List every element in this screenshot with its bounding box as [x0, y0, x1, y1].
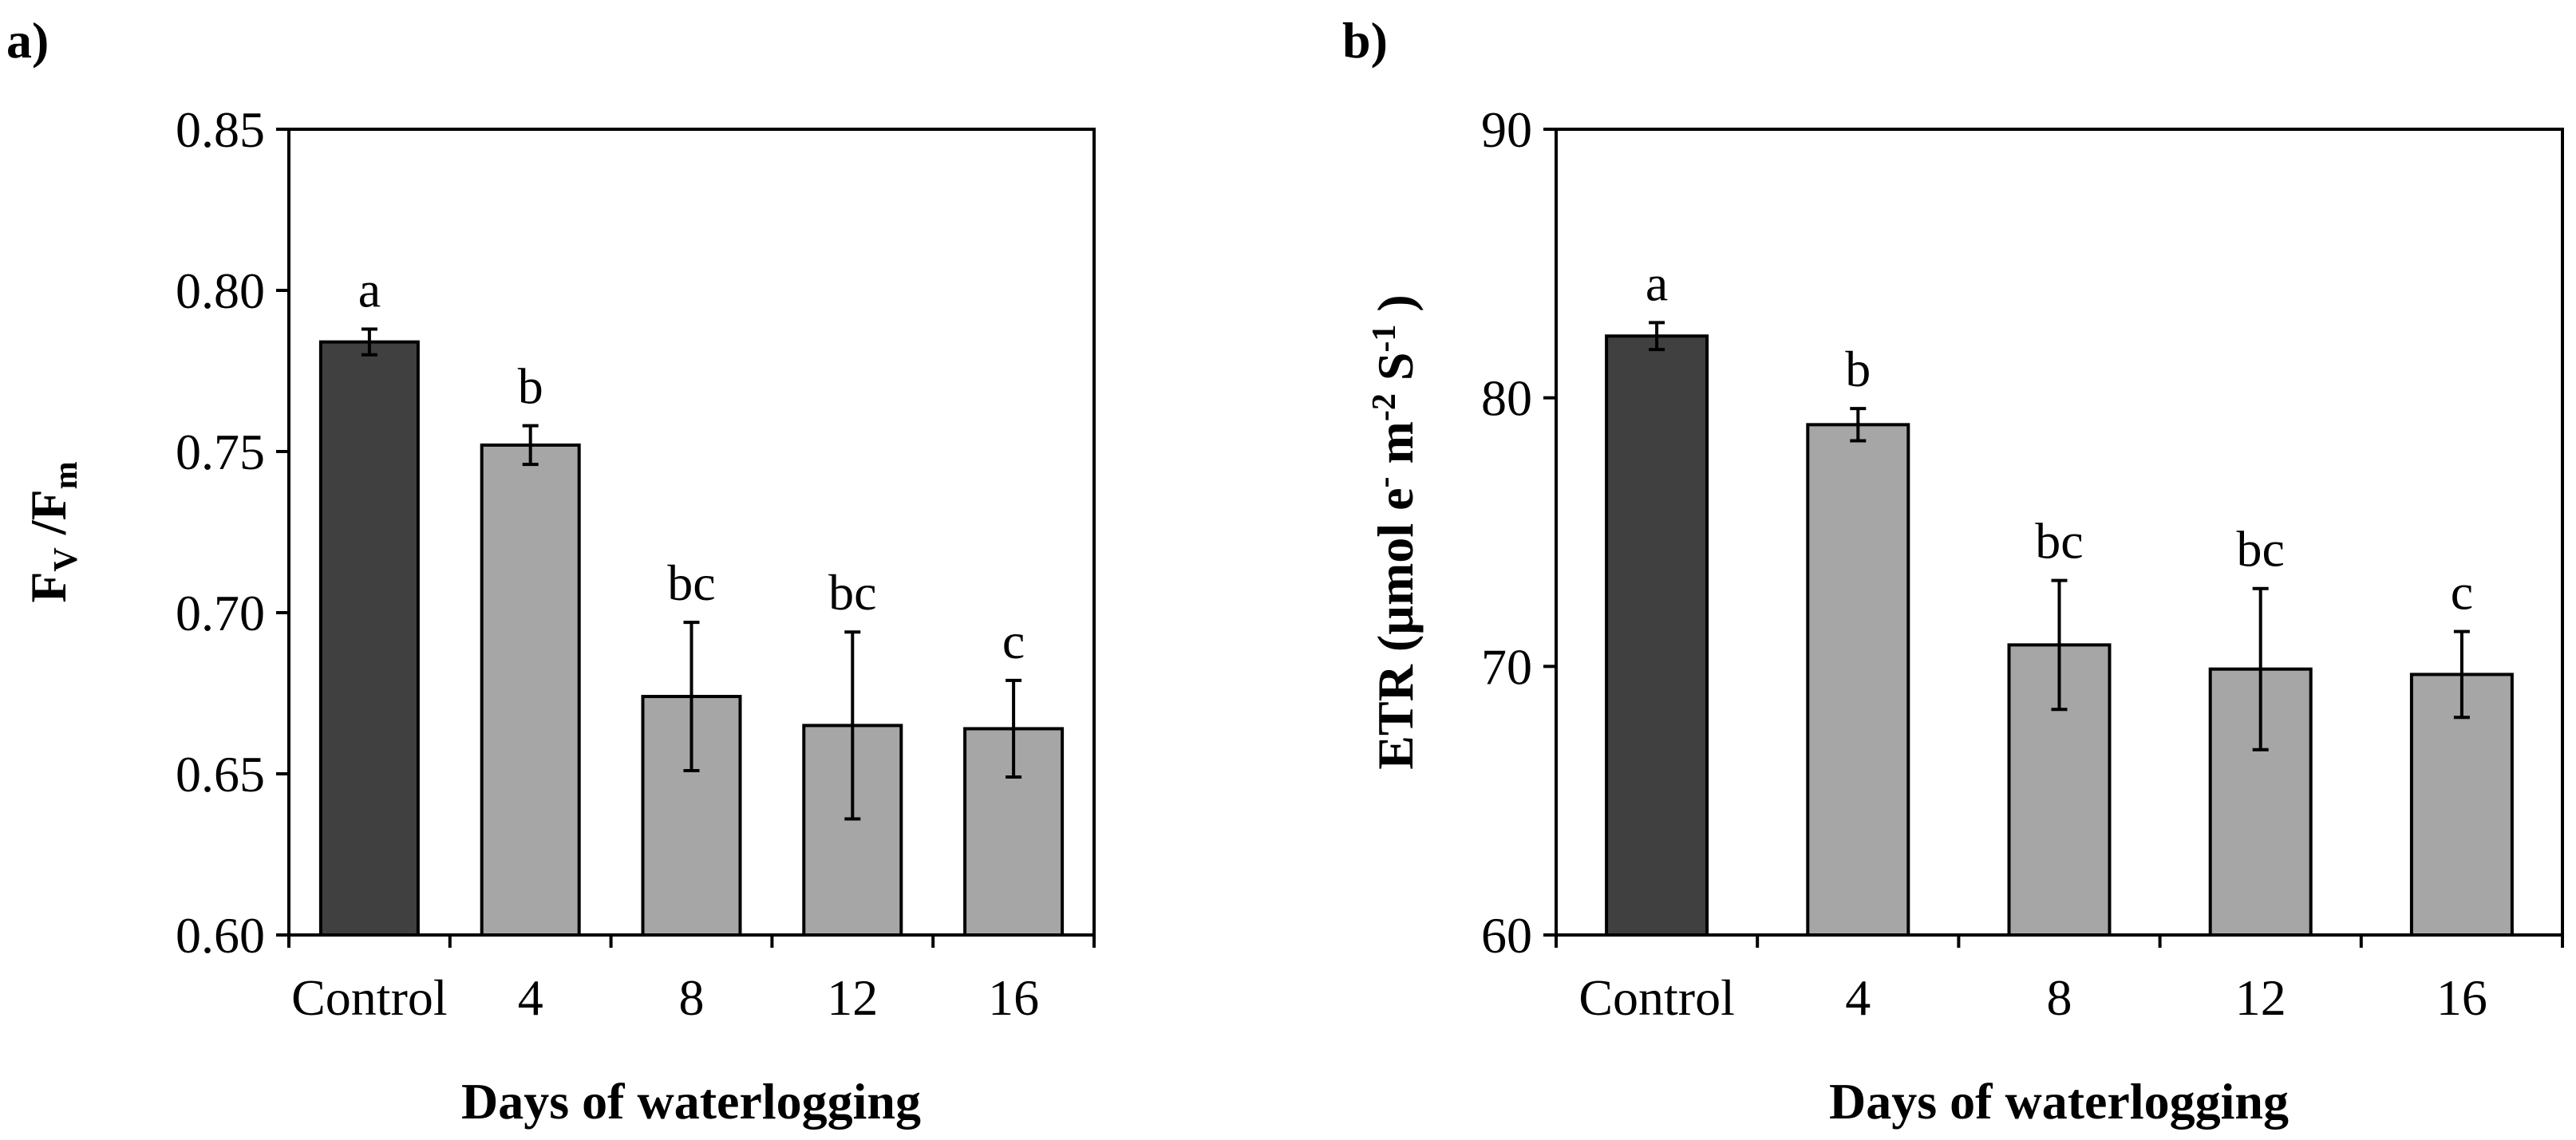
y-tick-label-a-5: 0.85 [176, 101, 265, 158]
x-tick-label-b-4: 16 [2436, 969, 2487, 1026]
y-axis-title-b-p1: ETR (µmol e [1367, 487, 1424, 769]
x-tick-label-a-2: 8 [679, 969, 705, 1026]
y-axis-title-b-s1: - [1366, 476, 1403, 487]
x-axis-title-b: Days of waterlogging [1829, 1073, 2289, 1130]
x-tick-label-a-0: Control [291, 969, 448, 1026]
y-axis-title-a-f: F [20, 572, 77, 603]
x-tick-label-b-0: Control [1578, 969, 1735, 1026]
significance-label-b-4: c [2451, 564, 2473, 621]
y-tick-label-a-0: 0.60 [176, 907, 265, 964]
y-tick-label-b-3: 90 [1481, 101, 1532, 158]
panel-label-a: a) [6, 12, 49, 69]
significance-label-a-2: bc [667, 554, 715, 611]
y-axis-title-a-fm: /F [20, 489, 77, 547]
panel-label-b: b) [1342, 12, 1388, 69]
significance-label-a-4: c [1002, 613, 1025, 669]
chart-panel-a: a) a b bc bc c 0.60 0.65 0.70 0.75 0.80 0.85 Cont… [6, 12, 1096, 1130]
significance-label-b-1: b [1845, 341, 1871, 397]
bar-a-1 [480, 443, 581, 937]
y-tick-label-b-2: 80 [1481, 370, 1532, 427]
bar-group-b: a b bc bc c [1605, 254, 2514, 937]
y-axis-title-b: ETR (µmol e- m-2 S-1 ) [1366, 294, 1424, 770]
x-axis-ticks-a: Control 4 8 12 16 [287, 935, 1096, 1026]
chart-panel-b: b) a b bc bc c 60 70 80 90 Control 4 8 12 16 Days o… [1342, 12, 2564, 1130]
y-tick-label-a-4: 0.80 [176, 262, 265, 319]
x-tick-label-a-4: 16 [988, 969, 1039, 1026]
significance-label-b-0: a [1646, 254, 1668, 311]
bar-b-1 [1806, 423, 1910, 937]
y-axis-title-b-p4: ) [1367, 294, 1424, 324]
y-axis-ticks-a: 0.60 0.65 0.70 0.75 0.80 0.85 [176, 101, 289, 964]
significance-label-a-3: bc [828, 564, 876, 621]
y-axis-title-a: FV /Fm [20, 461, 85, 602]
y-tick-label-b-1: 70 [1481, 638, 1532, 695]
y-axis-ticks-b: 60 70 80 90 [1481, 101, 1556, 964]
y-axis-title-b-s3: -1 [1366, 325, 1403, 353]
bar-a-0 [318, 340, 420, 937]
significance-label-a-0: a [358, 261, 381, 318]
x-tick-label-b-2: 8 [2047, 969, 2072, 1026]
y-axis-title-a-v: V [48, 547, 85, 571]
y-tick-label-a-1: 0.65 [176, 746, 265, 803]
significance-label-b-3: bc [2236, 521, 2284, 578]
x-tick-label-a-3: 12 [827, 969, 878, 1026]
significance-label-a-1: b [518, 358, 543, 415]
bar-b-0 [1605, 334, 1709, 937]
y-tick-label-b-0: 60 [1481, 907, 1532, 964]
x-axis-ticks-b: Control 4 8 12 16 [1555, 935, 2564, 1026]
y-axis-title-b-p2: m [1367, 421, 1424, 476]
y-axis-title-a-m: m [48, 461, 85, 489]
y-axis-title-b-s2: -2 [1366, 393, 1403, 421]
y-tick-label-a-3: 0.75 [176, 424, 265, 480]
x-tick-label-a-1: 4 [518, 969, 543, 1026]
bar-group-a: a b bc bc c [318, 261, 1065, 937]
x-tick-label-b-3: 12 [2235, 969, 2286, 1026]
y-tick-label-a-2: 0.70 [176, 585, 265, 641]
significance-label-b-2: bc [2035, 513, 2083, 570]
x-tick-label-b-1: 4 [1845, 969, 1871, 1026]
y-axis-title-b-p3: S [1367, 353, 1424, 394]
x-axis-title-a: Days of waterlogging [461, 1073, 921, 1130]
